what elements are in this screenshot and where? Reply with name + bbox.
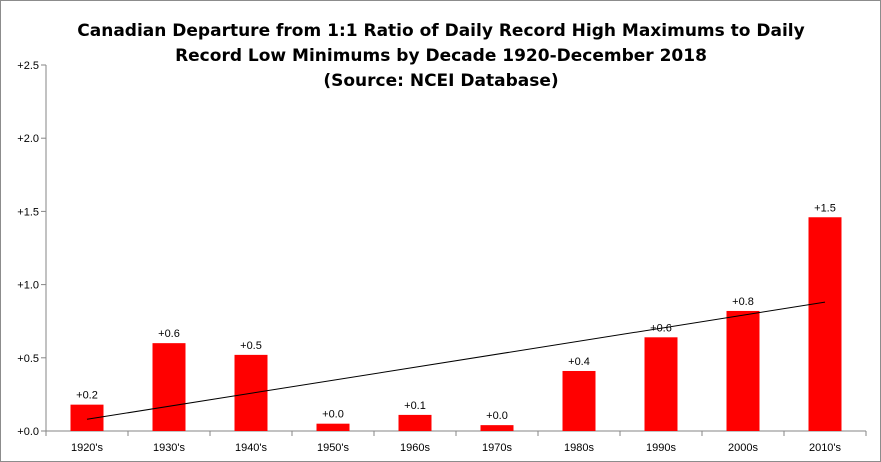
bar [562, 370, 596, 431]
bar [808, 217, 842, 431]
y-tick-label: +2.5 [17, 60, 39, 72]
y-tick-label: +0.5 [17, 353, 39, 365]
data-label: +0.0 [322, 409, 344, 421]
x-tick-label: 1960s [400, 442, 430, 454]
chart-title-line-3: (Source: NCEI Database) [323, 71, 559, 91]
y-tick-label: +1.5 [17, 206, 39, 218]
data-label: +0.8 [732, 296, 754, 308]
data-label: +1.5 [814, 202, 836, 214]
x-tick-label: 1940's [235, 442, 268, 454]
chart-title: Canadian Departure from 1:1 Ratio of Dai… [41, 19, 841, 94]
x-tick-label: 1920's [71, 442, 104, 454]
x-tick-label: 1970s [482, 442, 512, 454]
bar [644, 337, 678, 431]
data-label: +0.5 [240, 340, 262, 352]
bar [398, 414, 432, 431]
x-tick-label: 1930's [153, 442, 186, 454]
bar [316, 423, 350, 431]
data-label: +0.4 [568, 356, 590, 368]
data-label: +0.6 [158, 328, 180, 340]
data-label: +0.1 [404, 400, 426, 412]
chart-title-line-2: Record Low Minimums by Decade 1920-Decem… [175, 46, 707, 66]
bar [152, 343, 186, 431]
y-tick-label: +2.0 [17, 133, 39, 145]
data-label: +0.0 [486, 410, 508, 422]
y-tick-label: +1.0 [17, 280, 39, 292]
x-tick-label: 1950's [317, 442, 350, 454]
x-tick-label: 2000s [728, 442, 758, 454]
chart-title-line-1: Canadian Departure from 1:1 Ratio of Dai… [77, 21, 805, 41]
bar [726, 310, 760, 431]
bar [480, 425, 514, 431]
trendline [86, 301, 826, 420]
x-tick-label: 1980s [564, 442, 594, 454]
x-tick-label: 2010's [809, 442, 842, 454]
x-tick-label: 1990s [646, 442, 676, 454]
y-tick-label: +0.0 [17, 426, 39, 438]
data-label: +0.2 [76, 390, 98, 402]
